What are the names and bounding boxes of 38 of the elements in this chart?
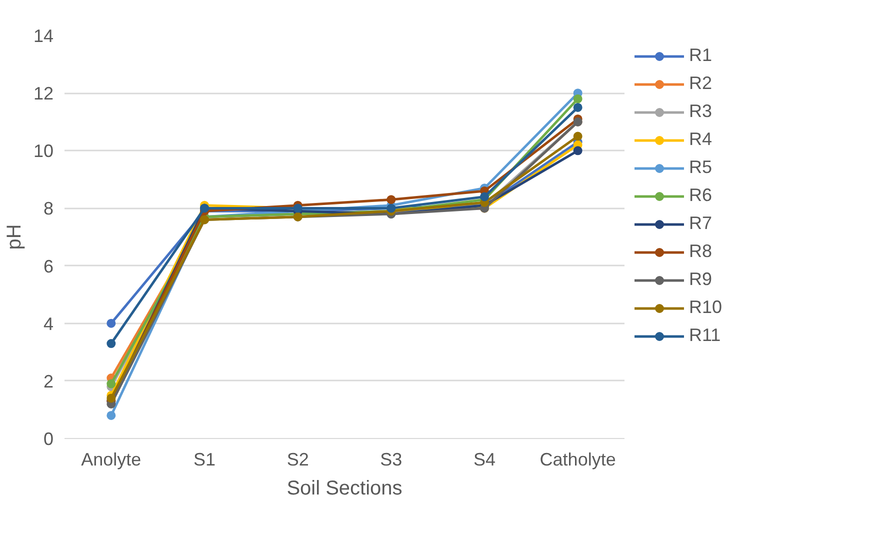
point bbox=[106, 339, 116, 348]
y-tick-label: 10 bbox=[33, 141, 54, 162]
legend-label: R8 bbox=[689, 241, 712, 262]
legend-label: R1 bbox=[689, 45, 712, 66]
point bbox=[106, 318, 116, 328]
y-tick-label: 0 bbox=[43, 429, 54, 449]
legend-label: R10 bbox=[689, 297, 722, 318]
point bbox=[573, 132, 582, 141]
legend-label: R5 bbox=[689, 157, 712, 178]
point bbox=[573, 94, 582, 104]
y-tick-label: 12 bbox=[33, 84, 54, 104]
y-tick-label: 8 bbox=[43, 198, 54, 219]
point bbox=[106, 410, 116, 420]
point bbox=[573, 146, 582, 156]
point bbox=[480, 192, 489, 202]
x-tick-label: Anolyte bbox=[81, 450, 142, 470]
legend-label: R9 bbox=[689, 269, 712, 290]
y-tick-label: 14 bbox=[33, 26, 54, 46]
y-tick-label: 6 bbox=[43, 256, 54, 276]
legend-label: R3 bbox=[689, 101, 712, 122]
legend-label: R4 bbox=[689, 129, 712, 150]
x-tick-label: S3 bbox=[380, 450, 402, 470]
point bbox=[386, 195, 396, 204]
x-tick-label: S1 bbox=[193, 450, 216, 470]
legend-label: R2 bbox=[689, 73, 712, 94]
legend-label: R11 bbox=[689, 325, 721, 346]
x-tick-label: Catholyte bbox=[540, 450, 616, 470]
point bbox=[106, 379, 116, 388]
point bbox=[106, 394, 116, 403]
y-tick-label: 4 bbox=[43, 314, 54, 334]
x-axis-title: Soil Sections bbox=[286, 478, 402, 500]
point bbox=[573, 102, 582, 112]
legend-label: R7 bbox=[689, 213, 712, 234]
x-tick-label: S4 bbox=[473, 450, 496, 470]
y-axis-title: pH bbox=[3, 224, 26, 250]
x-tick-label: S2 bbox=[286, 450, 309, 470]
y-tick-label: 2 bbox=[43, 371, 54, 392]
legend-label: R6 bbox=[689, 185, 712, 206]
